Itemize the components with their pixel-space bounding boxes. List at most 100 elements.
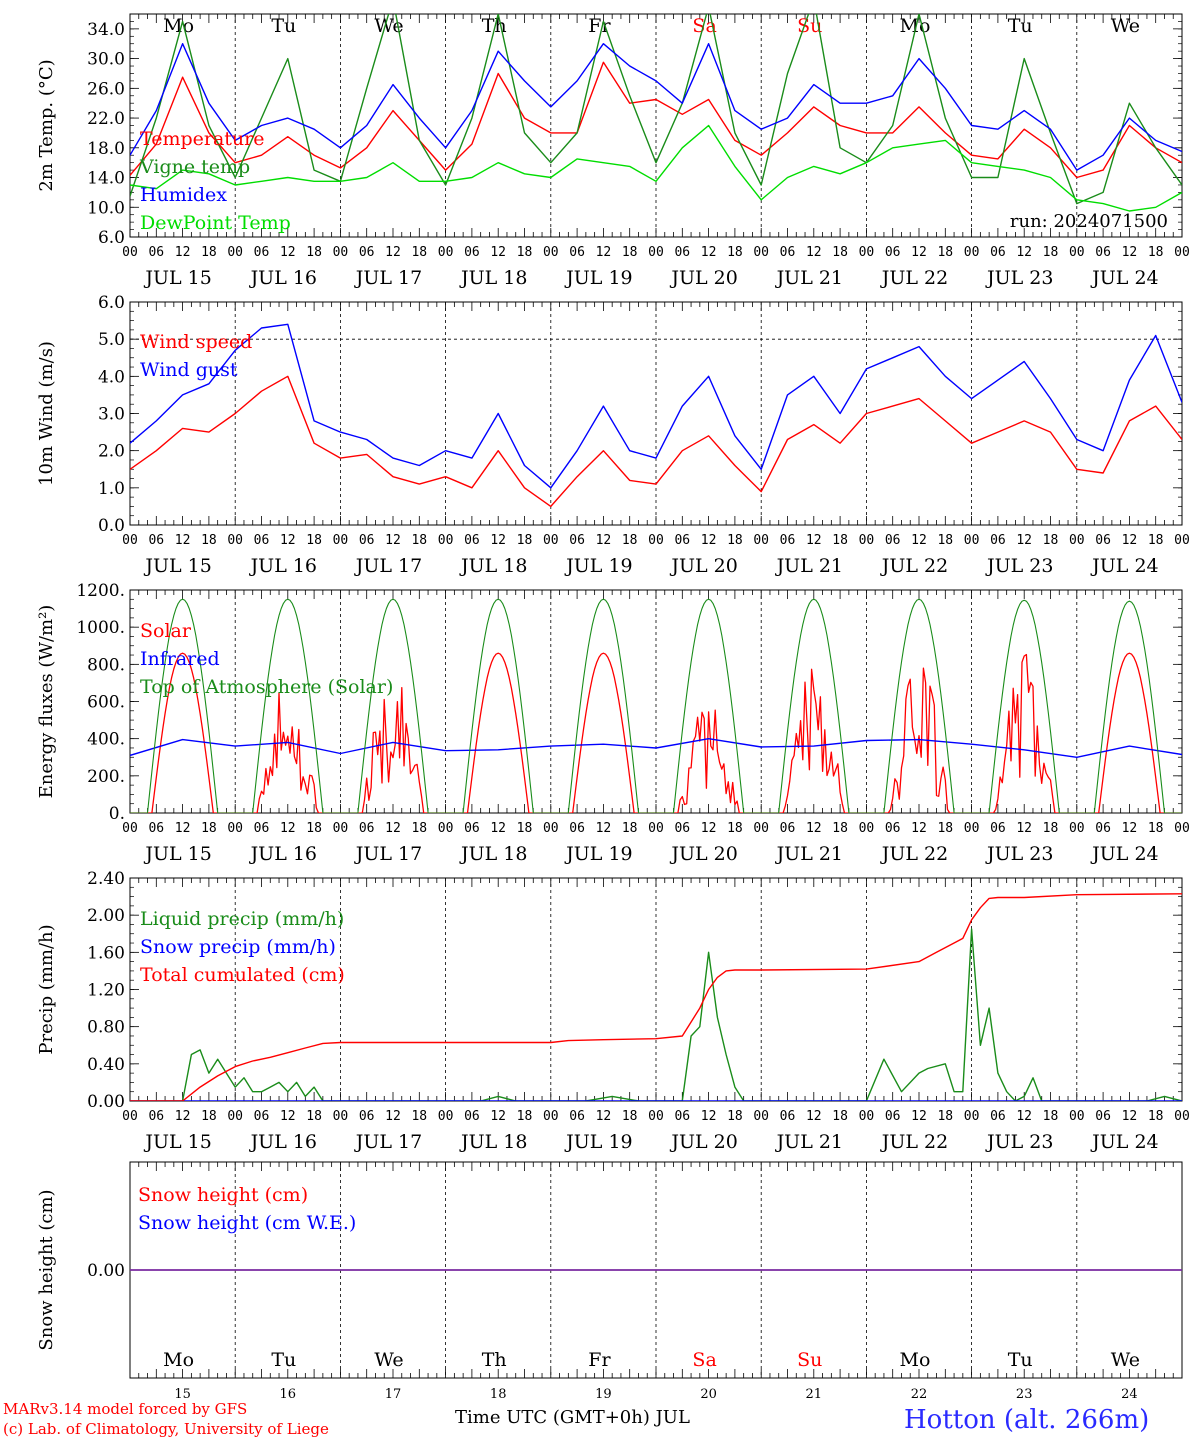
hour-tick-label: 00 (543, 245, 559, 260)
hour-tick-label: 06 (674, 533, 690, 548)
y-axis-label: Precip (mm/h) (36, 924, 57, 1054)
y-axis-label: Energy fluxes (W/m²) (36, 605, 57, 799)
hour-tick-label: 12 (280, 1109, 296, 1124)
hour-tick-label: 12 (385, 245, 401, 260)
weekday-label: Th (482, 1349, 507, 1371)
hour-tick-label: 06 (569, 533, 585, 548)
hour-tick-label: 06 (359, 245, 375, 260)
hour-tick-label: 12 (911, 533, 927, 548)
hour-tick-label: 12 (701, 533, 717, 548)
hour-tick-label: 18 (306, 245, 322, 260)
legend-entry: Infrared (140, 648, 220, 670)
series-wind-speed (130, 375, 1182, 508)
day-number-label: 21 (806, 1387, 823, 1402)
hour-tick-label: 00 (1174, 533, 1190, 548)
panel-wind: 0.0 1.0 2.0 3.0 4.0 5.0 6.0 10m Wind (m/s) 00 06 1… (36, 293, 1190, 577)
weekday-label: Mo (900, 1349, 931, 1371)
y-tick-label: 22.0 (87, 109, 125, 129)
plot-frame (129, 589, 1183, 814)
hour-tick-label: 06 (1095, 1109, 1111, 1124)
date-label: JUL 18 (459, 267, 527, 289)
weekday-label: Tu (1008, 1349, 1033, 1371)
hour-tick-label: 00 (543, 1109, 559, 1124)
weekday-label: Tu (271, 1349, 296, 1371)
date-label: JUL 17 (354, 555, 422, 577)
hour-tick-label: 00 (1069, 245, 1085, 260)
hour-tick-label: 12 (385, 533, 401, 548)
hour-tick-label: 00 (859, 821, 875, 836)
weekday-label: Sa (692, 1349, 716, 1371)
hour-tick-label: 12 (806, 245, 822, 260)
hour-tick-label: 18 (727, 245, 743, 260)
legend-entry: Vigne temp (139, 156, 250, 178)
hour-tick-label: 18 (727, 533, 743, 548)
date-label: JUL 16 (249, 1131, 317, 1153)
hour-tick-label: 00 (1174, 1109, 1190, 1124)
legend-entry: Snow height (cm W.E.) (138, 1212, 356, 1234)
y-tick-label: 30.0 (87, 50, 125, 70)
hour-tick-label: 00 (543, 533, 559, 548)
y-tick-label: 14.0 (87, 169, 125, 189)
hour-tick-label: 00 (438, 1109, 454, 1124)
date-label: JUL 24 (1090, 843, 1158, 865)
weekday-label: Tu (271, 15, 296, 37)
hour-tick-label: 06 (780, 1109, 796, 1124)
date-label: JUL 22 (880, 1131, 948, 1153)
y-tick-label: 800. (87, 655, 125, 675)
hour-tick-label: 06 (885, 245, 901, 260)
hour-tick-label: 18 (201, 821, 217, 836)
hour-tick-label: 18 (727, 1109, 743, 1124)
legend-entry: DewPoint Temp (140, 212, 291, 234)
series-group (130, 598, 1182, 813)
hour-tick-label: 18 (1043, 245, 1059, 260)
y-tick-label: 0.80 (87, 1018, 125, 1038)
hour-tick-label: 12 (911, 821, 927, 836)
hour-tick-label: 18 (517, 533, 533, 548)
hour-tick-label: 18 (832, 821, 848, 836)
y-tick-label: 0. (109, 804, 125, 824)
series-dewpoint-temp (130, 124, 1182, 212)
hour-tick-label: 06 (674, 821, 690, 836)
y-tick-label: 10.0 (87, 198, 125, 218)
y-tick-label: 2.40 (87, 869, 125, 889)
hour-tick-label: 06 (569, 245, 585, 260)
hour-tick-label: 12 (1016, 821, 1032, 836)
date-label: JUL 21 (775, 843, 843, 865)
hour-tick-label: 18 (201, 533, 217, 548)
hour-tick-label: 00 (333, 1109, 349, 1124)
hour-tick-label: 12 (806, 533, 822, 548)
day-number-label: 24 (1121, 1387, 1138, 1402)
date-label: JUL 18 (459, 843, 527, 865)
hour-tick-label: 12 (1122, 245, 1138, 260)
plot-frame (129, 301, 1183, 526)
y-tick-label: 1.0 (98, 479, 125, 499)
date-label: JUL 20 (669, 843, 737, 865)
hour-tick-label: 00 (964, 821, 980, 836)
day-number-label: 15 (174, 1387, 191, 1402)
hour-tick-label: 12 (280, 533, 296, 548)
hour-tick-label: 12 (175, 1109, 191, 1124)
weekday-label: We (1111, 1349, 1140, 1371)
date-label: JUL 24 (1090, 1131, 1158, 1153)
legend-entry: Temperature (140, 128, 264, 150)
date-label: JUL 17 (354, 843, 422, 865)
hour-tick-label: 06 (464, 533, 480, 548)
hour-tick-label: 12 (806, 1109, 822, 1124)
hour-tick-label: 06 (885, 1109, 901, 1124)
hour-tick-label: 12 (1122, 821, 1138, 836)
hour-tick-label: 18 (411, 245, 427, 260)
panel-precip: 0.00 0.40 0.80 1.20 1.60 2.00 2.40 Precip (mm/h… (36, 869, 1190, 1153)
hour-tick-label: 00 (122, 245, 138, 260)
hour-tick-label: 12 (490, 821, 506, 836)
hour-tick-label: 12 (175, 533, 191, 548)
hour-tick-label: 18 (306, 1109, 322, 1124)
weekday-label: We (1111, 15, 1140, 37)
hour-tick-label: 06 (780, 533, 796, 548)
y-tick-label: 6.0 (98, 293, 125, 313)
hour-tick-label: 12 (490, 1109, 506, 1124)
hour-tick-label: 06 (780, 245, 796, 260)
hour-tick-label: 18 (832, 533, 848, 548)
hour-tick-label: 06 (254, 533, 270, 548)
weekday-label: Sa (692, 15, 716, 37)
day-number-label: 18 (490, 1387, 507, 1402)
